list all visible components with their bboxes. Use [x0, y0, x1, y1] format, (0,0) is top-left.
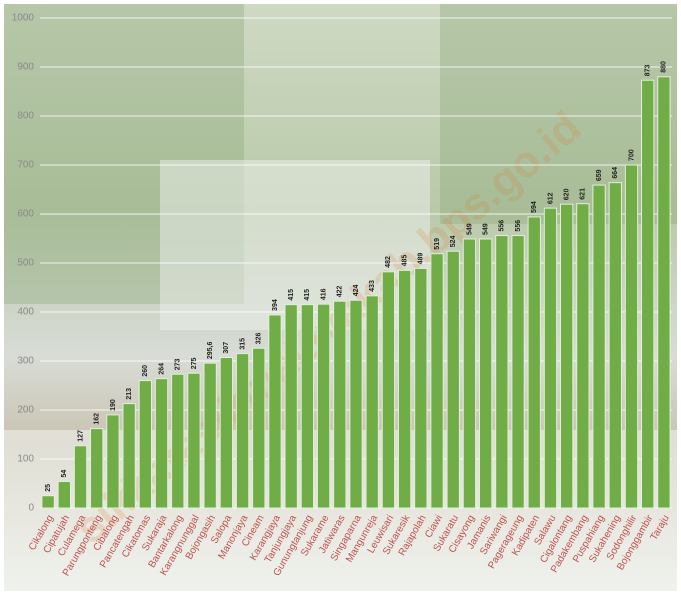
bar	[90, 428, 104, 509]
bar	[560, 203, 574, 509]
value-label: 433	[369, 280, 376, 292]
value-label: 260	[142, 365, 149, 377]
value-label: 273	[175, 358, 182, 370]
bar	[576, 203, 590, 509]
value-label: 620	[564, 188, 571, 200]
value-label: 659	[596, 169, 603, 181]
value-label: 880	[661, 61, 668, 73]
value-label: 556	[499, 220, 506, 232]
bar	[268, 314, 282, 509]
value-label: 873	[645, 64, 652, 76]
value-label: 422	[337, 285, 344, 297]
y-tick-label: 500	[17, 258, 34, 269]
bar	[106, 414, 120, 509]
bar	[543, 207, 558, 509]
bar	[641, 79, 655, 509]
bar	[138, 380, 152, 509]
y-tick-label: 300	[17, 356, 34, 367]
value-label: 621	[580, 188, 587, 200]
bar	[235, 353, 250, 509]
value-label: 394	[272, 299, 279, 311]
bar	[657, 76, 671, 509]
value-label: 700	[628, 149, 635, 161]
value-label: 556	[515, 220, 522, 232]
value-label: 307	[223, 342, 230, 354]
value-label: 489	[418, 253, 425, 265]
bar	[414, 267, 428, 509]
bar	[203, 362, 217, 509]
value-label: 416	[320, 288, 327, 300]
value-label: 315	[239, 338, 246, 350]
y-tick-label: 0	[28, 503, 34, 514]
bar	[41, 495, 55, 509]
bar	[608, 182, 622, 509]
value-label: 549	[466, 223, 473, 235]
value-label: 295,6	[207, 342, 214, 360]
value-label: 415	[288, 289, 295, 301]
value-label: 213	[126, 388, 133, 400]
y-tick-label: 900	[17, 62, 34, 73]
value-label: 549	[482, 223, 489, 235]
bar	[446, 250, 460, 509]
value-label: 519	[434, 238, 441, 250]
bar	[154, 378, 169, 509]
bar	[478, 238, 493, 509]
value-label: 190	[110, 399, 117, 411]
y-tick-label: 400	[17, 307, 34, 318]
value-label: 664	[612, 167, 619, 179]
bar	[252, 347, 266, 509]
y-tick-label: 100	[17, 454, 34, 465]
value-label: 415	[304, 289, 311, 301]
value-label: 485	[401, 255, 408, 267]
value-label: 25	[45, 484, 52, 492]
bar	[57, 481, 71, 509]
value-label: 127	[77, 430, 84, 442]
bar	[316, 303, 331, 509]
bar	[381, 271, 396, 509]
bar	[527, 216, 541, 509]
value-label: 264	[158, 363, 165, 375]
value-label: 594	[531, 201, 538, 213]
bar	[349, 299, 363, 509]
bar	[333, 300, 347, 509]
value-label: 482	[385, 256, 392, 268]
bar	[300, 304, 315, 509]
bar	[592, 184, 606, 509]
value-label: 275	[191, 357, 198, 369]
bar	[397, 269, 412, 509]
bar	[495, 235, 509, 509]
value-label: 424	[353, 284, 360, 296]
bar	[122, 403, 136, 509]
y-tick-label: 1000	[12, 13, 35, 24]
value-label: 54	[61, 470, 68, 478]
y-tick-label: 200	[17, 405, 34, 416]
bar	[430, 253, 444, 509]
value-label: 612	[547, 192, 554, 204]
value-label: 524	[450, 235, 457, 247]
bar	[511, 235, 525, 509]
value-label: 326	[256, 332, 263, 344]
value-label: 162	[94, 413, 101, 425]
bar	[624, 164, 639, 509]
y-tick-label: 800	[17, 111, 34, 122]
bar	[187, 372, 201, 509]
y-tick-label: 600	[17, 209, 34, 220]
bar	[73, 445, 88, 509]
bar	[171, 373, 185, 509]
bar	[365, 295, 379, 509]
bar	[284, 304, 298, 509]
bar	[462, 238, 477, 509]
bar	[219, 357, 234, 509]
y-tick-label: 700	[17, 160, 34, 171]
